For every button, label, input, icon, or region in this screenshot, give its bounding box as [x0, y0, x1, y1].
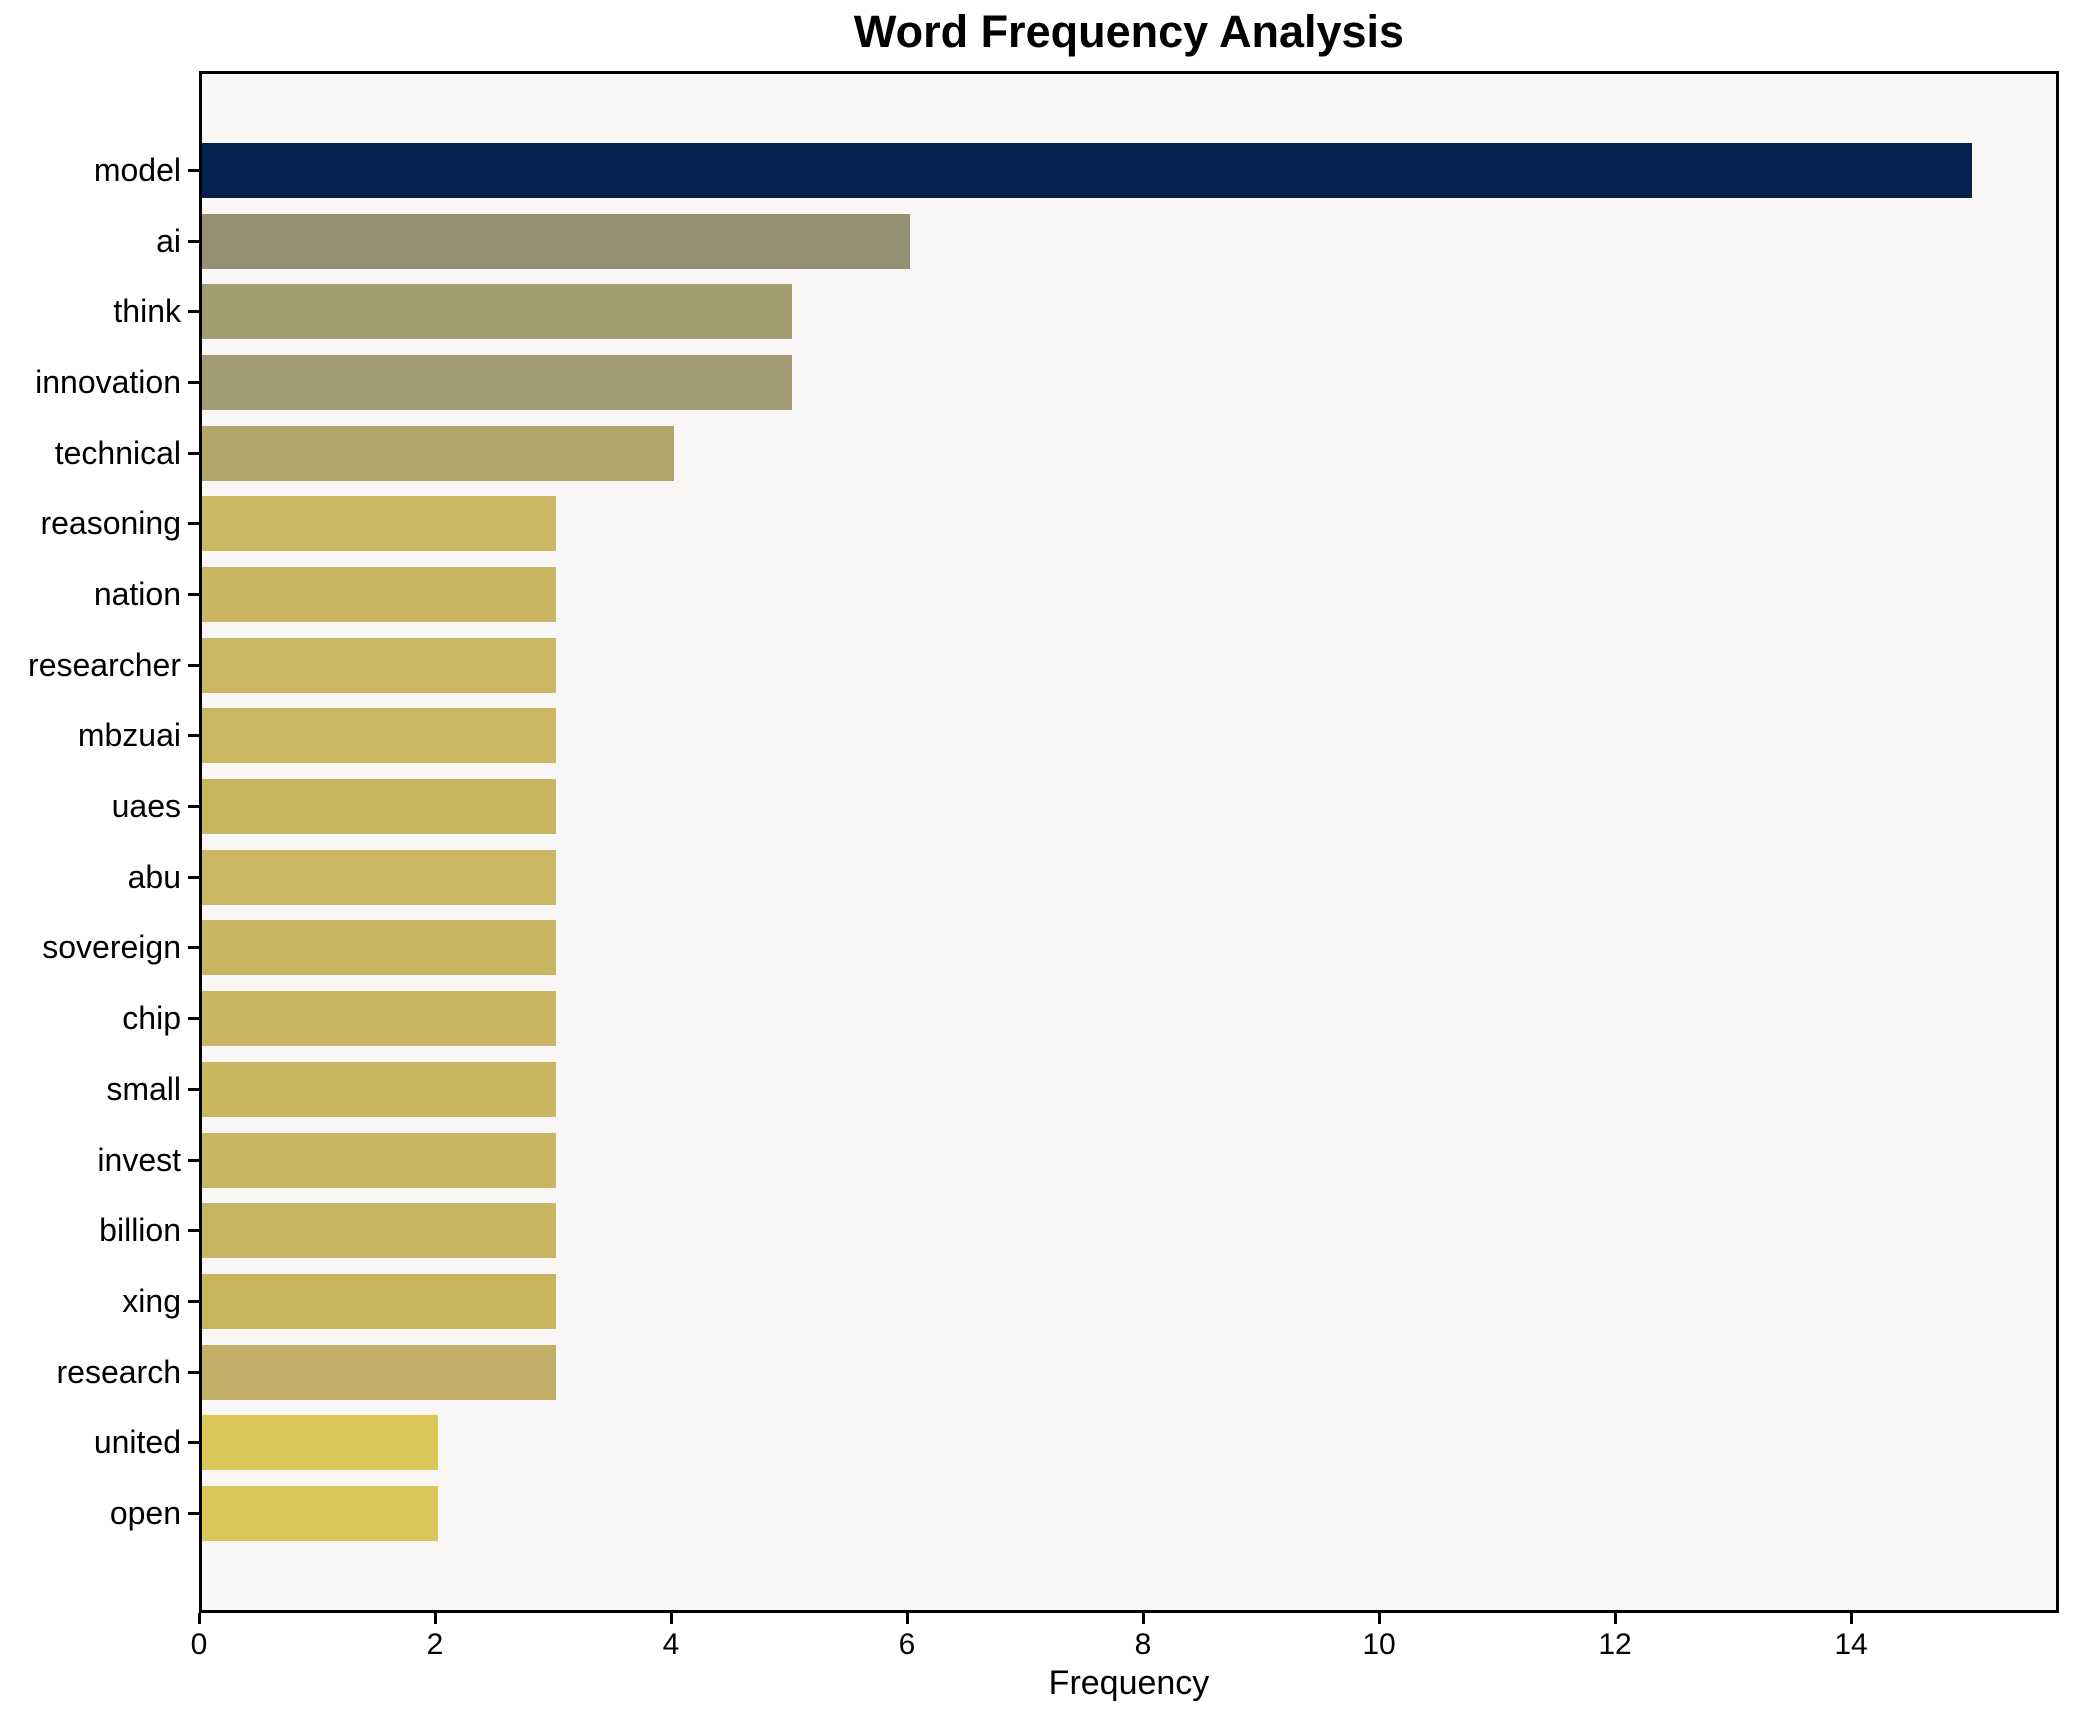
bar-innovation	[202, 355, 792, 411]
bar-ai	[202, 213, 910, 269]
x-tick-mark	[1377, 1613, 1381, 1624]
bar-billion	[202, 1203, 556, 1259]
y-tick-label-think: think	[113, 293, 181, 330]
y-tick-label-innovation: innovation	[35, 364, 181, 401]
y-tick-mark	[188, 1441, 199, 1445]
y-tick-label-abu: abu	[127, 858, 181, 895]
bar-technical	[202, 425, 674, 481]
y-tick-label-technical: technical	[54, 434, 181, 471]
y-tick-mark	[188, 734, 199, 738]
y-tick-mark	[188, 593, 199, 597]
x-tick-label-0: 0	[190, 1628, 208, 1661]
y-tick-label-open: open	[109, 1494, 181, 1531]
y-tick-label-xing: xing	[122, 1282, 181, 1319]
y-tick-mark	[188, 310, 199, 314]
x-axis-label: Frequency	[1048, 1664, 1210, 1702]
y-tick-mark	[188, 169, 199, 172]
y-tick-mark	[188, 1299, 199, 1303]
x-tick-mark	[905, 1613, 909, 1624]
x-tick-mark	[1613, 1613, 1617, 1624]
x-tick-label-4: 4	[662, 1628, 680, 1661]
x-tick-mark	[669, 1613, 673, 1624]
x-tick-mark	[197, 1613, 201, 1624]
y-tick-label-ai: ai	[156, 222, 181, 259]
y-tick-label-model: model	[93, 152, 181, 188]
chart-title: Word Frequency Analysis	[853, 6, 1405, 57]
bar-researcher	[202, 637, 556, 693]
y-tick-mark	[188, 239, 199, 243]
y-tick-label-sovereign: sovereign	[42, 929, 181, 966]
bar-model	[202, 143, 1972, 198]
y-tick-mark	[188, 1087, 199, 1091]
y-tick-mark	[188, 946, 199, 950]
bar-uaes	[202, 779, 556, 835]
y-tick-label-chip: chip	[122, 1000, 181, 1037]
bar-sovereign	[202, 920, 556, 976]
bar-small	[202, 1061, 556, 1117]
bar-open	[202, 1485, 438, 1541]
bar-united	[202, 1415, 438, 1471]
y-tick-mark	[188, 875, 199, 879]
y-tick-label-billion: billion	[99, 1212, 181, 1249]
y-tick-label-small: small	[106, 1070, 181, 1107]
y-tick-label-mbzuai: mbzuai	[77, 717, 181, 754]
y-tick-label-reasoning: reasoning	[40, 505, 181, 542]
y-tick-mark	[188, 522, 199, 526]
bar-xing	[202, 1273, 556, 1329]
x-tick-mark	[1141, 1613, 1145, 1624]
plot-area	[199, 71, 2059, 1613]
bar-reasoning	[202, 496, 556, 552]
y-tick-mark	[188, 1370, 199, 1374]
y-tick-label-united: united	[93, 1424, 181, 1461]
y-tick-mark	[188, 1229, 199, 1233]
bar-chip	[202, 991, 556, 1047]
x-tick-label-8: 8	[1134, 1628, 1152, 1661]
y-tick-label-invest: invest	[97, 1141, 181, 1178]
y-tick-label-nation: nation	[93, 576, 181, 613]
y-tick-mark	[188, 1017, 199, 1021]
y-tick-mark	[188, 805, 199, 809]
y-tick-mark	[188, 1511, 199, 1515]
y-tick-label-researcher: researcher	[28, 646, 181, 683]
x-tick-label-6: 6	[898, 1628, 916, 1661]
x-tick-mark	[433, 1613, 437, 1624]
x-tick-label-2: 2	[426, 1628, 444, 1661]
bar-research	[202, 1344, 556, 1400]
x-tick-mark	[1849, 1613, 1853, 1624]
y-tick-mark	[188, 381, 199, 385]
y-tick-mark	[188, 451, 199, 455]
y-tick-label-research: research	[56, 1353, 182, 1390]
bar-mbzuai	[202, 708, 556, 764]
bar-abu	[202, 849, 556, 905]
bar-think	[202, 284, 792, 340]
y-tick-mark	[188, 663, 199, 667]
x-tick-label-10: 10	[1362, 1628, 1396, 1661]
x-tick-label-12: 12	[1598, 1628, 1632, 1661]
y-tick-label-uaes: uaes	[111, 788, 181, 825]
y-tick-mark	[188, 1158, 199, 1162]
bar-nation	[202, 567, 556, 623]
x-tick-label-14: 14	[1834, 1628, 1868, 1661]
bar-invest	[202, 1132, 556, 1188]
